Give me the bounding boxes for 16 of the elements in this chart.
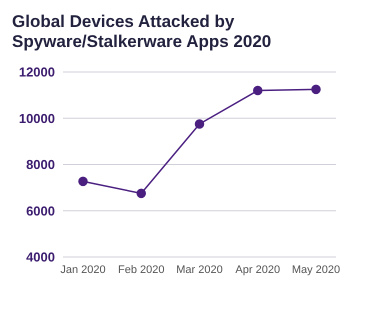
- point: [311, 84, 321, 94]
- y-tick-label: 10000: [18, 110, 55, 126]
- point: [78, 176, 88, 186]
- x-tick-label: Apr 2020: [235, 264, 280, 276]
- x-tick-label: Feb 2020: [118, 264, 164, 276]
- y-tick-label: 8000: [26, 157, 55, 172]
- point: [253, 86, 262, 96]
- point: [136, 188, 146, 198]
- x-tick-label: May 2020: [292, 264, 340, 276]
- y-tick-label: 4000: [26, 250, 55, 265]
- chart-title: Global Devices Attacked by Spyware/Stalkerware Apps 2020: [11, 11, 272, 52]
- x-tick-label: Mar 2020: [176, 264, 223, 276]
- y-tick-label: 6000: [26, 203, 55, 218]
- y-tick-label: 12000: [18, 64, 55, 80]
- x-tick-label: Jan 2020: [60, 264, 106, 276]
- point: [194, 119, 204, 129]
